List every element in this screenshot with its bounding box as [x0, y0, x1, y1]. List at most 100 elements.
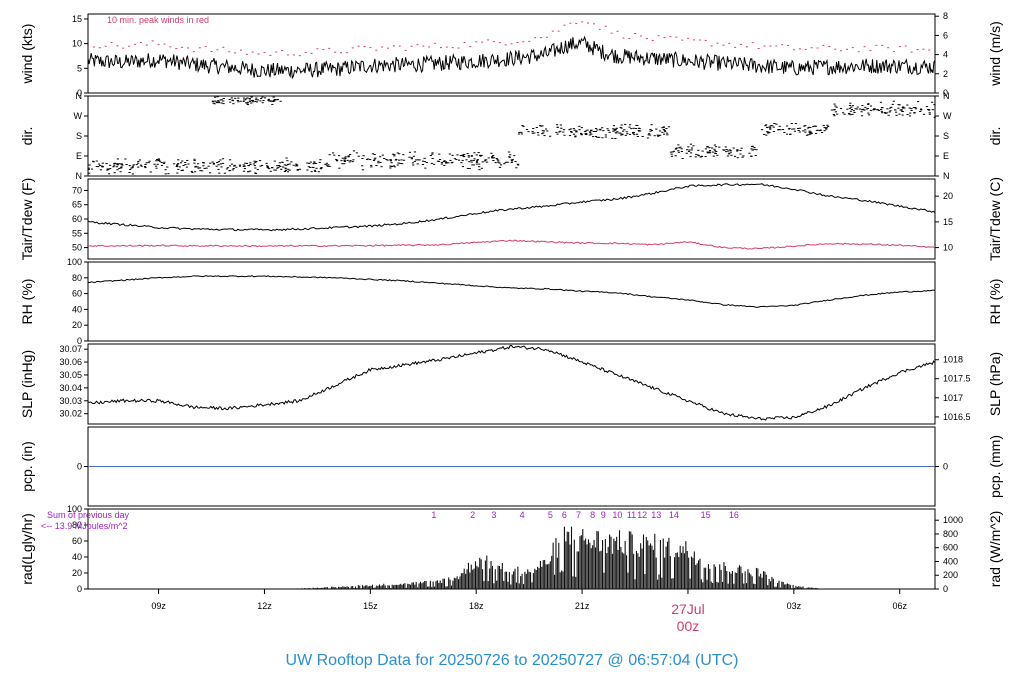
axis-label-pcp: pcp. (in) [19, 441, 35, 492]
ytick-label-rh: 60 [72, 289, 82, 299]
ytick-label-right-wind: 6 [943, 30, 948, 40]
rh-line [87, 275, 936, 308]
rad-marker-label: 16 [729, 510, 739, 520]
ytick-label-slp: 30.03 [59, 396, 82, 406]
ytick-label-right-slp: 1016.5 [943, 412, 971, 422]
axis-label-right-wind: wind (m/s) [987, 21, 1003, 87]
panel-temp [87, 178, 936, 260]
ytick-label-wind: 15 [72, 14, 82, 24]
date-label: 27Jul [671, 601, 704, 617]
ytick-label-temp: 65 [72, 200, 82, 210]
ytick-label-right-slp: 1017 [943, 393, 963, 403]
rad-marker-label: 2 [470, 510, 475, 520]
ytick-label-slp: 30.04 [59, 383, 82, 393]
panel-frame-slp [87, 343, 936, 425]
ytick-label-temp: 55 [72, 228, 82, 238]
panel-frame-wind [87, 13, 936, 94]
panel-wind [87, 13, 936, 94]
ytick-label-right-wind: 4 [943, 50, 948, 60]
ytick-label-right-dir: E [943, 151, 949, 161]
ytick-label-right-wind: 2 [943, 69, 948, 79]
ytick-label-right-rad: 600 [943, 543, 958, 553]
wind-annotation: 10 min. peak winds in red [107, 15, 209, 25]
rad-marker-label: 3 [491, 510, 496, 520]
ytick-label-slp: 30.02 [59, 409, 82, 419]
panel-rh [87, 261, 936, 342]
ytick-label-right-temp: 10 [943, 243, 953, 253]
ytick-label-right-temp: 20 [943, 191, 953, 201]
rad-marker-label: 7 [576, 510, 581, 520]
panel-frame-rh [87, 261, 936, 342]
ytick-label-rh: 40 [72, 304, 82, 314]
axis-label-wind: wind (kts) [19, 24, 35, 85]
ytick-label-right-wind: 0 [943, 88, 948, 98]
ytick-label-dir: N [76, 171, 83, 181]
ytick-label-right-slp: 1018 [943, 355, 963, 365]
axis-label-right-pcp: pcp. (mm) [987, 435, 1003, 498]
axis-label-right-temp: Tair/Tdew (C) [987, 177, 1003, 261]
chart-title: UW Rooftop Data for 20250726 to 20250727… [286, 652, 739, 669]
axis-label-right-dir: dir. [987, 127, 1003, 146]
rad-marker-label: 1 [431, 510, 436, 520]
rad-marker-label: 6 [562, 510, 567, 520]
panel-frame-temp [87, 178, 936, 260]
air-temp-line [87, 183, 936, 232]
ytick-label-rad: 60 [72, 536, 82, 546]
xtick-label: 18z [469, 601, 484, 611]
ytick-label-slp: 30.05 [59, 370, 82, 380]
ytick-label-dir: W [74, 111, 83, 121]
rad-marker-label: 11 [627, 510, 636, 520]
ytick-label-wind: 10 [72, 39, 82, 49]
ytick-label-right-rad: 800 [943, 529, 958, 539]
ytick-label-rad: 40 [72, 552, 82, 562]
rad-marker-label: 10 [612, 510, 622, 520]
ytick-label-rad: 0 [77, 584, 82, 594]
ytick-label-rh: 80 [72, 273, 82, 283]
panel-frame-rad [87, 508, 936, 590]
ytick-label-rh: 0 [77, 336, 82, 346]
rad-marker-label: 15 [701, 510, 711, 520]
rad-note-line2: <-- 13.9 MJoules/m^2 [41, 521, 128, 531]
ytick-label-rad: 20 [72, 568, 82, 578]
ytick-label-right-rad: 200 [943, 570, 958, 580]
ytick-label-right-dir: W [943, 111, 952, 121]
rad-note-line1: Sum of previous day [47, 510, 130, 520]
ytick-label-dir: E [76, 151, 82, 161]
axis-label-rad: rad(Lgly/hr) [19, 513, 35, 585]
axis-label-rh: RH (%) [19, 279, 35, 325]
xtick-label: 06z [892, 601, 907, 611]
axis-label-right-rad: rad (W/m^2) [987, 511, 1003, 588]
ytick-label-rh: 20 [72, 320, 82, 330]
ytick-label-rad: 80 [72, 520, 82, 530]
ytick-label-right-rad: 400 [943, 556, 958, 566]
ytick-label-dir: N [76, 91, 83, 101]
xtick-label: 15z [363, 601, 378, 611]
ytick-label-temp: 70 [72, 185, 82, 195]
ytick-label-right-dir: N [943, 91, 950, 101]
rad-marker-label: 8 [590, 510, 595, 520]
ytick-label-temp: 60 [72, 214, 82, 224]
axis-label-slp: SLP (inHg) [19, 350, 35, 418]
rad-marker-label: 9 [601, 510, 606, 520]
dewpoint-line [88, 239, 936, 250]
ytick-label-slp: 30.07 [59, 344, 82, 354]
rad-marker-label: 12 [637, 510, 647, 520]
ytick-label-rh: 100 [67, 257, 82, 267]
axis-label-dir: dir. [19, 127, 35, 146]
ytick-label-right-rad: 0 [943, 584, 948, 594]
xtick-label: 09z [151, 601, 166, 611]
rad-marker-label: 14 [669, 510, 679, 520]
ytick-label-dir: S [76, 131, 82, 141]
xtick-label: 03z [787, 601, 802, 611]
xtick-label: 12z [257, 601, 272, 611]
ytick-label-slp: 30.06 [59, 357, 82, 367]
ytick-label-pcp: 0 [77, 462, 82, 472]
panel-dir [87, 95, 936, 177]
ytick-label-right-dir: S [943, 131, 949, 141]
ytick-label-right-slp: 1017.5 [943, 374, 971, 384]
wind-mean-line [87, 35, 936, 80]
axis-label-temp: Tair/Tdew (F) [19, 178, 35, 260]
rad-marker-label: 5 [548, 510, 553, 520]
rad-marker-label: 4 [520, 510, 525, 520]
